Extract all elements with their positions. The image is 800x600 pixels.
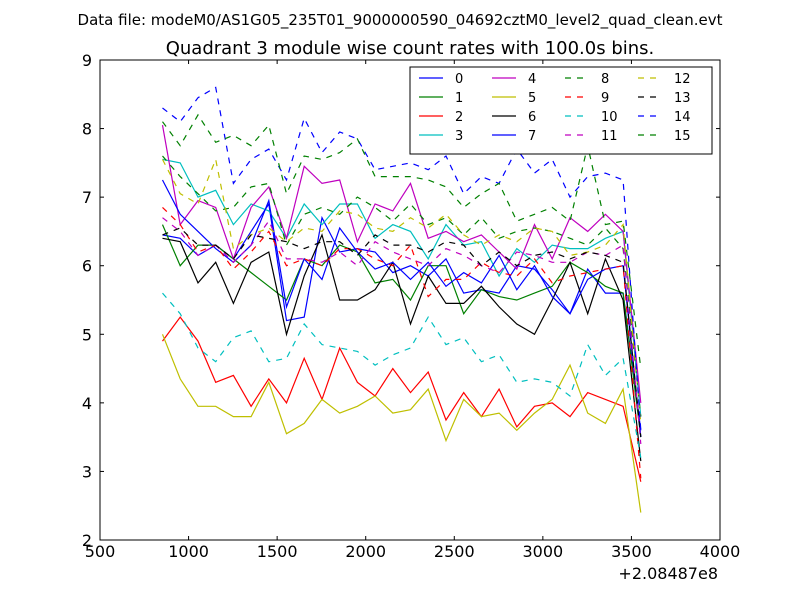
x-tick-label: 500 — [85, 542, 116, 561]
y-tick-label: 3 — [82, 462, 92, 481]
legend-label-1: 1 — [455, 91, 463, 106]
legend-label-9: 9 — [601, 91, 609, 106]
series-line-1 — [161, 224, 642, 438]
legend-label-12: 12 — [674, 72, 691, 87]
legend-label-13: 13 — [674, 91, 691, 106]
chart-suptitle: Data file: modeM0/AS1G05_235T01_90000005… — [78, 11, 723, 30]
series-line-11 — [162, 217, 642, 445]
x-tick-label: 1000 — [168, 542, 209, 561]
x-offset-label: +2.08487e8 — [618, 564, 718, 583]
legend-label-2: 2 — [455, 110, 463, 125]
x-tick-label: 3500 — [611, 542, 652, 561]
y-tick-label: 9 — [82, 51, 92, 70]
y-tick-label: 2 — [82, 531, 92, 550]
x-tick-label: 2500 — [434, 542, 475, 561]
y-tick-label: 4 — [82, 394, 92, 413]
legend-label-14: 14 — [674, 110, 691, 125]
axis-ticks: 500 1000 1500 2000 2500 3000 3500 4000 2 3 4 5 6 7 8 9 — [82, 51, 741, 561]
series-line-9 — [162, 206, 642, 479]
series-line-14 — [162, 86, 642, 431]
y-tick-label: 7 — [82, 188, 92, 207]
series-layer — [161, 86, 642, 513]
chart-title: Quadrant 3 module wise count rates with … — [166, 38, 655, 59]
y-tick-label: 6 — [82, 257, 92, 276]
series-line-8 — [162, 155, 642, 417]
legend-label-6: 6 — [528, 110, 536, 125]
y-tick-label: 5 — [82, 325, 92, 344]
series-line-0 — [162, 202, 642, 431]
legend-label-3: 3 — [455, 129, 463, 144]
legend-label-10: 10 — [601, 110, 618, 125]
x-tick-label: 4000 — [700, 542, 741, 561]
series-line-13 — [162, 227, 642, 438]
series-line-3 — [162, 158, 642, 417]
x-tick-label: 3000 — [522, 542, 563, 561]
legend-label-7: 7 — [528, 129, 536, 144]
legend-label-15: 15 — [674, 129, 691, 144]
legend-label-11: 11 — [601, 129, 618, 144]
series-line-5 — [161, 334, 642, 513]
y-tick-label: 8 — [82, 120, 92, 139]
series-line-12 — [161, 157, 642, 424]
legend-label-5: 5 — [528, 91, 536, 106]
legend-label-4: 4 — [528, 72, 536, 87]
series-line-6 — [162, 233, 642, 462]
legend-label-0: 0 — [455, 72, 463, 87]
series-line-4 — [161, 124, 642, 403]
legend-box — [409, 66, 713, 155]
x-tick-label: 1500 — [257, 542, 298, 561]
plot-frame — [99, 59, 721, 541]
legend-label-8: 8 — [601, 72, 609, 87]
series-line-2 — [162, 316, 642, 482]
x-tick-label: 2000 — [345, 542, 386, 561]
